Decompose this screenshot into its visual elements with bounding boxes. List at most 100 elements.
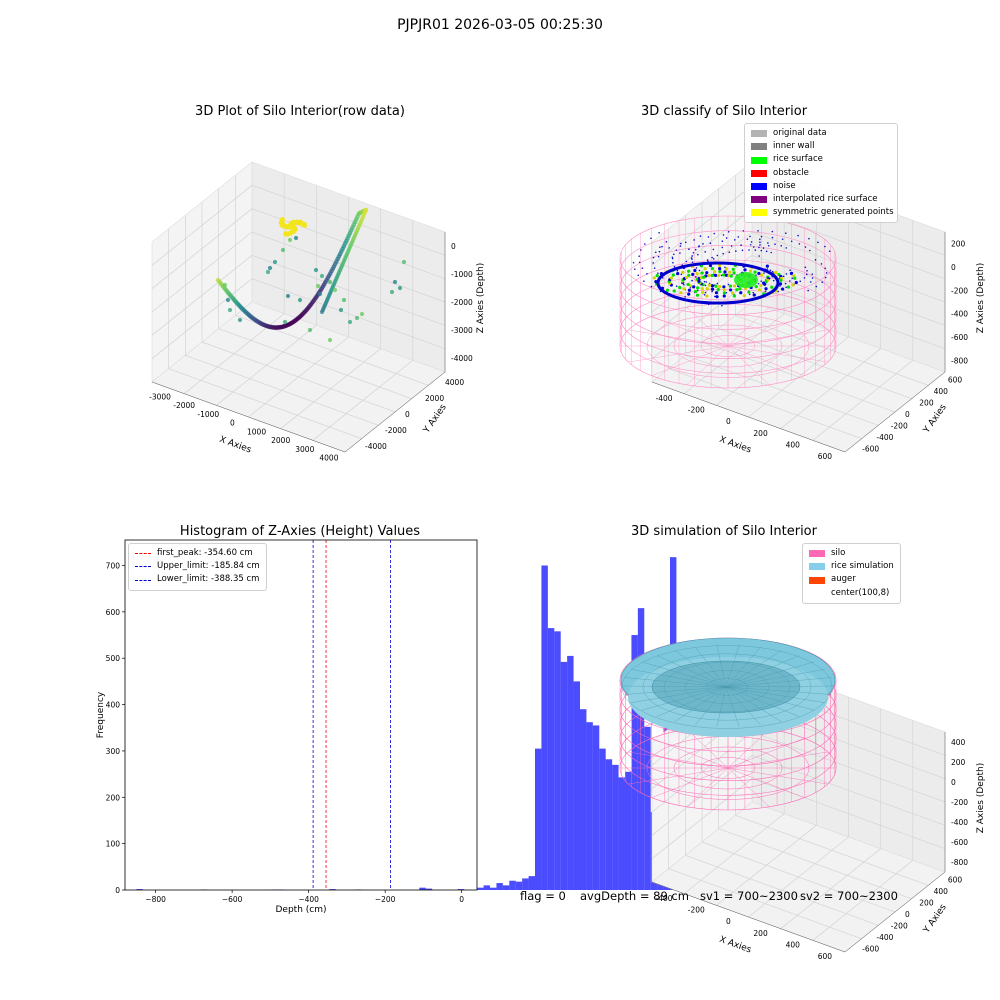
silo-wall [628, 767, 729, 785]
legend-label: rice surface [773, 154, 823, 165]
histogram-bar [509, 880, 516, 890]
noise-point [641, 267, 644, 269]
surface-point [760, 273, 764, 277]
x-axis-label: X Axies [718, 435, 753, 456]
noise-point [643, 280, 645, 282]
legend-label: Upper_limit: -185.84 cm [157, 561, 260, 572]
z-tick-label: 400 [951, 738, 966, 747]
surface-point [730, 291, 735, 295]
z-tick-label: -600 [951, 838, 968, 847]
surface-point [718, 284, 722, 289]
noise-point [809, 281, 812, 283]
legend-swatch [751, 143, 767, 151]
silo-wall [686, 307, 729, 347]
mesh-line [725, 686, 799, 717]
histogram-bar [425, 888, 433, 890]
surface-point [781, 287, 785, 291]
noise-point [684, 296, 686, 298]
surface-point [778, 282, 783, 286]
z-tick-label: -600 [951, 333, 968, 342]
surface-point [779, 278, 783, 283]
noise-point [805, 273, 808, 276]
noise-point [702, 243, 704, 245]
x-tick-label: -2000 [173, 401, 195, 410]
legend-swatch [751, 156, 767, 164]
noise-point [633, 268, 636, 270]
data-point [301, 222, 307, 228]
histogram-bar [136, 889, 143, 890]
histogram-bar [515, 881, 523, 890]
histogram-bar [528, 876, 536, 890]
noise-point [806, 269, 808, 272]
mesh-line [631, 686, 727, 703]
raw-data-3d-plot: -3000-2000-100001000200030004000-4000-20… [149, 161, 486, 463]
noise-point [704, 251, 706, 253]
z-tick-label: -400 [951, 310, 968, 319]
noise-point [757, 230, 759, 232]
data-point [392, 279, 398, 285]
mesh-line [725, 686, 832, 695]
surface-point [722, 291, 727, 295]
y-tick-label: 2000 [425, 394, 444, 403]
histogram-bar [477, 887, 484, 890]
classify-3d-plot: -400-2000200400600-600-400-2000200400600… [619, 161, 986, 461]
grid-line [168, 368, 362, 439]
noise-point [691, 279, 693, 282]
histogram-bar [522, 878, 529, 890]
x-tick-label: 600 [818, 452, 833, 461]
mesh-line [725, 686, 761, 726]
surface-point [693, 268, 697, 273]
mesh-line [621, 685, 727, 688]
y-axis-label: Y Axies [421, 402, 449, 435]
noise-point [658, 232, 660, 234]
mesh-ring [705, 678, 749, 696]
noise-point [774, 243, 776, 245]
rice-surface-patch [734, 272, 758, 288]
surface-point [754, 285, 758, 289]
noise-point [673, 253, 675, 256]
noise-point [777, 290, 780, 293]
noise-point [772, 279, 775, 282]
noise-point [704, 291, 707, 294]
noise-point [760, 280, 763, 282]
surface-point [752, 293, 756, 297]
noise-point [680, 242, 682, 245]
noise-point [757, 282, 760, 285]
legend-label: interpolated rice surface [773, 194, 878, 205]
noise-point [682, 283, 685, 286]
mesh-line [725, 669, 825, 688]
data-point [227, 307, 233, 313]
noise-ring [656, 261, 780, 305]
silo-wall [727, 729, 770, 769]
surface-point [697, 279, 701, 283]
noise-point [766, 268, 769, 270]
noise-point [770, 251, 773, 254]
noise-point [706, 259, 709, 261]
noise-point [688, 248, 690, 251]
grid-line [668, 868, 862, 939]
surface-point [715, 295, 719, 299]
noise-point [637, 274, 640, 277]
surface-point [777, 272, 781, 277]
surface-point [753, 270, 757, 274]
mesh-line [716, 645, 727, 688]
silo-wall [651, 767, 729, 798]
x-tick-label: 0 [230, 419, 235, 428]
surface-point [686, 282, 690, 287]
mesh-line [725, 650, 782, 688]
noise-point [754, 249, 757, 251]
z-tick-label: 200 [951, 758, 966, 767]
silo-wall [727, 738, 805, 769]
surface-point [742, 294, 747, 298]
mesh-line [642, 686, 727, 711]
noise-point [825, 272, 828, 274]
mesh-line [674, 650, 727, 688]
z-tick-label: 200 [951, 240, 966, 249]
y-tick-label: 600 [948, 876, 963, 885]
y-tick-label: -400 [876, 933, 893, 942]
mesh-line [656, 655, 727, 688]
z-tick-label: -4000 [451, 354, 473, 363]
x-tick-label: −800 [145, 895, 166, 904]
silo-wall [727, 316, 805, 347]
noise-point [741, 249, 744, 252]
